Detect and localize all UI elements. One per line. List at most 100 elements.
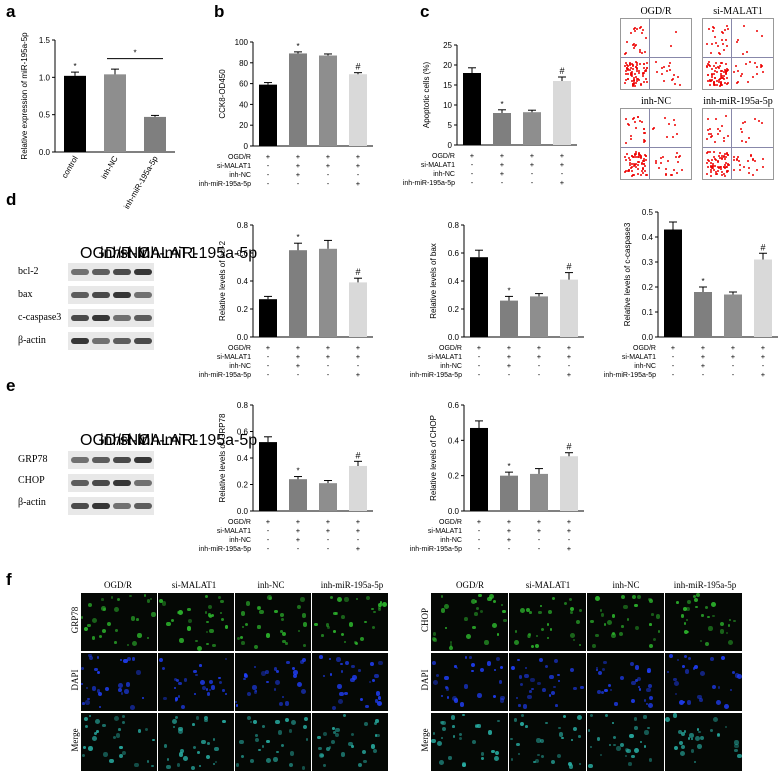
flow-event — [724, 164, 727, 167]
flow-event — [720, 174, 723, 177]
cell — [440, 595, 444, 598]
design-sign: + — [266, 517, 271, 526]
y-tick-label: 0.2 — [237, 305, 249, 314]
cell — [209, 614, 213, 618]
cell — [454, 665, 457, 668]
cell — [557, 673, 560, 676]
y-tick-label: 0.1 — [642, 308, 654, 317]
flow-event — [759, 63, 762, 66]
flow-event — [706, 64, 708, 67]
cell — [328, 657, 331, 660]
flow-event — [719, 166, 722, 169]
blot-band — [134, 315, 152, 321]
cell — [207, 742, 211, 745]
bar — [530, 296, 548, 337]
bar — [289, 250, 307, 337]
cell — [621, 625, 624, 628]
flow-event — [741, 73, 743, 76]
design-sign: - — [471, 178, 474, 187]
bar — [319, 483, 337, 511]
cell — [577, 714, 583, 720]
significance-mark: * — [133, 49, 136, 58]
flow-event — [629, 161, 632, 164]
flow-event — [643, 132, 646, 135]
cell — [675, 601, 679, 604]
flow-plot-2: si-MALAT1 — [702, 6, 774, 90]
cell — [278, 702, 283, 707]
cell — [89, 715, 92, 718]
cell — [491, 749, 495, 754]
design-sign: + — [507, 535, 512, 544]
design-sign: + — [296, 161, 301, 170]
flow-event — [748, 61, 751, 64]
cell — [335, 727, 340, 733]
significance-mark: # — [355, 267, 360, 277]
cell — [677, 659, 680, 662]
design-sign: + — [537, 526, 542, 535]
y-tick-label: 0.6 — [448, 401, 460, 410]
flow-event — [718, 166, 721, 169]
cell — [81, 667, 85, 670]
cell — [638, 687, 642, 691]
flow-event — [644, 164, 647, 167]
cell — [630, 661, 635, 666]
flow-event — [673, 73, 676, 76]
cell — [273, 688, 276, 691]
cell — [84, 724, 89, 729]
cell — [364, 620, 368, 624]
flow-event — [643, 141, 646, 144]
cell — [648, 684, 653, 689]
flow-event — [710, 135, 713, 138]
design-row-label: inh-NC — [229, 172, 251, 179]
cell — [351, 664, 355, 669]
flow-event — [717, 67, 720, 70]
cell — [646, 687, 651, 693]
cell — [432, 637, 437, 642]
bar — [259, 442, 277, 511]
design-sign: - — [357, 535, 360, 544]
flow-event — [748, 166, 751, 169]
cell — [126, 656, 131, 662]
blot-band — [113, 457, 131, 463]
microscopy-tile — [586, 652, 665, 712]
flow-event — [635, 162, 638, 165]
cell — [451, 715, 456, 720]
design-row-label: OGD/R — [228, 345, 251, 352]
cell — [87, 623, 91, 628]
cell — [96, 729, 99, 733]
cell — [557, 679, 561, 683]
flow-event — [745, 140, 748, 143]
flow-event — [632, 46, 635, 49]
flow-event — [708, 160, 711, 163]
flow-event — [644, 69, 647, 72]
cell — [252, 685, 257, 690]
design-sign: + — [356, 544, 361, 553]
y-tick-label: 0.0 — [642, 333, 654, 342]
design-sign: + — [326, 352, 331, 361]
cell — [345, 660, 350, 665]
microscopy-tile — [80, 652, 158, 712]
flow-event — [645, 80, 648, 83]
flow-event — [712, 30, 715, 33]
cell — [366, 596, 371, 601]
cell — [151, 738, 155, 742]
cell — [364, 722, 368, 727]
cell — [206, 688, 209, 691]
flow-event — [669, 69, 672, 72]
cell — [680, 731, 686, 736]
flow-event — [662, 156, 665, 159]
cell — [694, 597, 699, 603]
flow-event — [630, 71, 633, 74]
flow-event — [708, 127, 711, 130]
cell — [257, 625, 261, 629]
cell — [540, 604, 543, 608]
design-sign: + — [507, 361, 512, 370]
if-col-header: OGD/R — [103, 580, 132, 590]
flow-event — [641, 121, 644, 124]
cell — [319, 655, 323, 659]
flow-event — [709, 166, 712, 169]
cell — [568, 761, 573, 767]
cell — [570, 633, 576, 639]
design-sign: - — [672, 352, 675, 361]
flow-plot-4: inh-miR-195a-5p — [702, 96, 774, 180]
